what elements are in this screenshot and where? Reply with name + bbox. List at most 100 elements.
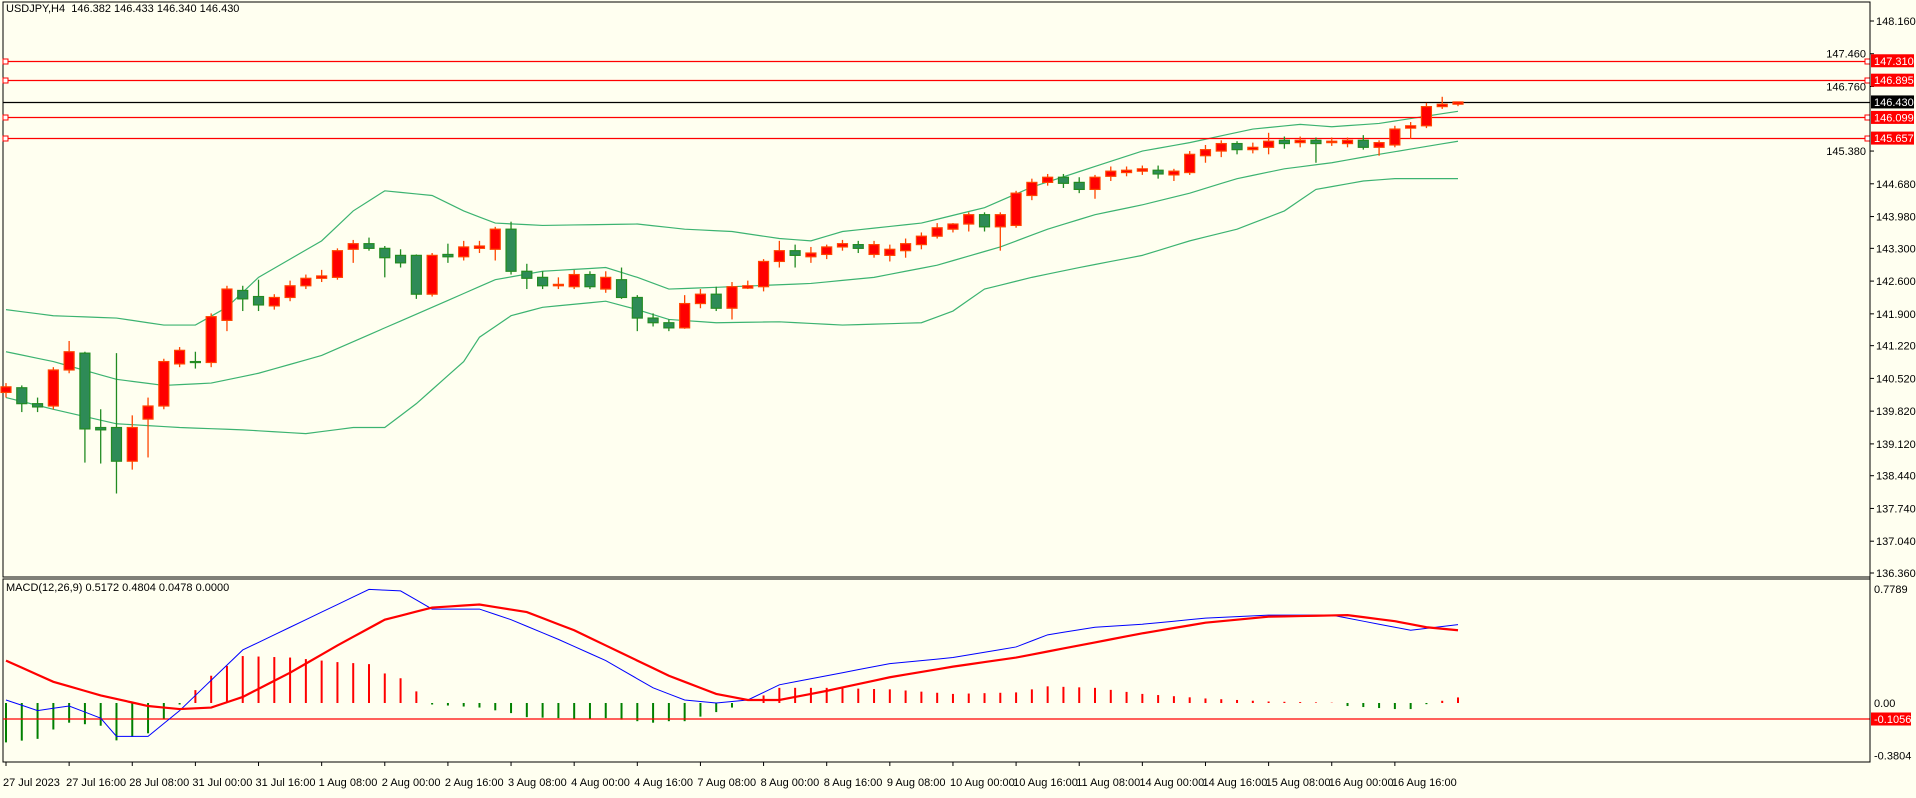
price-axis-label: 140.520 (1876, 373, 1916, 385)
candle (221, 285, 233, 332)
candle (189, 351, 201, 369)
candle-body (900, 243, 912, 252)
candle (158, 358, 170, 410)
candle-body (79, 352, 91, 430)
candle-body (205, 316, 217, 364)
candle (537, 271, 549, 290)
candle (931, 223, 943, 239)
candle (521, 263, 533, 290)
candle (205, 313, 217, 368)
price-tag-label: 145.657 (1874, 133, 1914, 145)
candle (1152, 165, 1164, 179)
candle (284, 280, 296, 302)
bollinger-upper-band (5, 110, 1459, 326)
candle (1420, 102, 1433, 129)
candle-body (252, 295, 265, 306)
candle (742, 280, 754, 290)
candle (1436, 96, 1448, 109)
price-axis-label: 139.820 (1876, 406, 1916, 418)
candle (900, 238, 912, 258)
candle (947, 223, 959, 233)
line-anchor-handle[interactable] (2, 114, 9, 121)
candle (1278, 136, 1290, 149)
time-axis-label: 11 Aug 08:00 (1076, 777, 1140, 789)
candle (805, 246, 817, 263)
candle-body (1247, 146, 1259, 151)
candle-body (994, 214, 1006, 228)
macd-info-label: MACD(12,26,9) 0.5172 0.4804 0.0478 0.000… (6, 582, 230, 594)
time-axis-label: 10 Aug 16:00 (1013, 777, 1078, 789)
candle (442, 243, 454, 263)
line-anchor-handle[interactable] (2, 77, 9, 84)
candle (994, 212, 1006, 251)
candle (1357, 135, 1369, 150)
candle (757, 259, 770, 292)
time-axis-label: 10 Aug 00:00 (950, 777, 1015, 789)
candle-body (868, 244, 880, 256)
macd-pane[interactable] (2, 578, 1871, 763)
candle (1341, 137, 1354, 148)
candle-body (1010, 192, 1022, 227)
candle-body (568, 273, 580, 288)
price-pane-border (2, 1, 1871, 578)
price-tag (1871, 131, 1914, 145)
price-axis-label: 137.040 (1876, 536, 1916, 548)
candle (1405, 122, 1417, 139)
candle-body (1168, 170, 1180, 176)
price-axis-label: 146.760 (1826, 81, 1866, 93)
candle-body (189, 360, 201, 364)
price-tag-label: 146.430 (1874, 97, 1914, 109)
macd-signal-line (5, 603, 1459, 711)
candle-body (1199, 149, 1212, 157)
macd-level-tag-label: -0.1056 (1874, 714, 1911, 726)
candle (473, 240, 486, 254)
candle-body (521, 270, 533, 279)
candle (1215, 140, 1227, 158)
candle-body (237, 289, 249, 300)
candle-body (442, 253, 454, 258)
time-axis-label: 1 Aug 08:00 (319, 777, 378, 789)
candle-body (458, 246, 470, 258)
candle (363, 237, 375, 251)
macd-main-line (5, 588, 1459, 737)
time-axis-label: 2 Aug 00:00 (382, 777, 441, 789)
candle (110, 353, 123, 494)
line-anchor-handle[interactable] (1864, 135, 1871, 142)
line-anchor-handle[interactable] (2, 58, 9, 65)
line-anchor-handle[interactable] (1864, 114, 1871, 121)
candle-body (584, 273, 596, 288)
candle (1073, 177, 1085, 194)
candle (1184, 151, 1196, 175)
candle-body (1294, 139, 1306, 144)
line-anchor-handle[interactable] (2, 135, 9, 142)
time-axis-label: 3 Aug 08:00 (508, 777, 567, 789)
candle (489, 226, 501, 261)
candle (852, 240, 864, 254)
candle-body (679, 302, 691, 329)
price-tag-label: 146.895 (1874, 75, 1914, 87)
candle-body (1073, 181, 1085, 191)
candle-body (821, 246, 833, 256)
candle (1231, 141, 1243, 155)
candle (726, 282, 738, 320)
candle-body (300, 277, 312, 287)
candle (237, 285, 249, 312)
candle (331, 248, 344, 280)
price-axis-label: 137.740 (1876, 503, 1916, 515)
time-axis-label: 9 Aug 08:00 (887, 777, 946, 789)
candle (1136, 165, 1148, 175)
candle (268, 294, 280, 310)
candle-body (268, 296, 280, 307)
candle-body (1231, 142, 1243, 151)
price-pane[interactable] (0, 1, 1871, 578)
candle-body (537, 276, 549, 287)
candle-body (694, 293, 707, 305)
time-axis-label: 27 Jul 2023 (3, 777, 60, 789)
candle-body (1026, 181, 1038, 197)
price-axis-label: 142.600 (1876, 276, 1916, 288)
candle-body (1184, 153, 1196, 174)
candle-body (1357, 139, 1369, 148)
candle-body (1373, 142, 1385, 148)
time-axis-label: 28 Jul 08:00 (129, 777, 189, 789)
